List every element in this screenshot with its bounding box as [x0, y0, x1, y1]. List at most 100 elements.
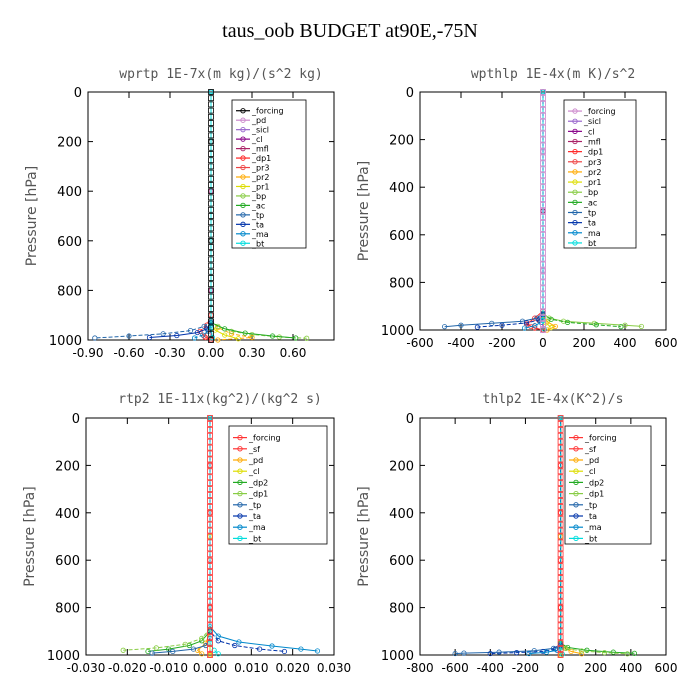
- data-point: [269, 643, 275, 649]
- legend-marker: [572, 219, 578, 226]
- legend-label: _pd: [251, 116, 266, 125]
- data-point: [207, 450, 213, 457]
- x-tick-label: 400: [619, 661, 642, 675]
- series-line: [147, 418, 211, 652]
- data-point: [557, 586, 564, 593]
- y-tick-label: 400: [57, 185, 82, 200]
- legend-label: _bt: [584, 534, 597, 543]
- legend-label: _sicl: [251, 126, 269, 135]
- data-point: [207, 527, 213, 534]
- data-point: [540, 327, 546, 333]
- data-point: [540, 297, 546, 304]
- data-point: [208, 126, 214, 133]
- data-point: [523, 320, 530, 326]
- legend-label: _ta: [248, 512, 261, 521]
- data-point: [208, 256, 214, 263]
- legend-marker: [573, 490, 579, 497]
- legend-marker: [240, 240, 246, 246]
- data-point: [281, 648, 287, 655]
- data-point: [499, 322, 505, 328]
- y-tick-label: 400: [55, 507, 80, 522]
- legend-marker: [572, 138, 578, 145]
- data-point: [208, 182, 214, 188]
- series-line: [444, 92, 544, 328]
- legend-marker: [573, 524, 579, 530]
- data-point: [557, 474, 564, 481]
- y-tick-label: 1000: [381, 649, 414, 664]
- data-point: [554, 647, 560, 653]
- data-point: [208, 324, 214, 331]
- legend-label: _tp: [584, 501, 597, 510]
- data-point: [126, 333, 132, 339]
- data-point: [207, 415, 213, 421]
- data-point: [557, 421, 564, 427]
- legend-label: _pr3: [251, 164, 269, 173]
- data-point: [540, 202, 546, 208]
- y-tick-label: 0: [74, 86, 82, 101]
- x-tick-label: 0.020: [275, 661, 309, 675]
- legend-label: _pr2: [583, 168, 601, 177]
- x-tick-label: 0.010: [234, 661, 268, 675]
- legend-marker: [237, 513, 243, 519]
- legend-label: _forcing: [583, 107, 616, 116]
- legend-marker: [237, 468, 243, 474]
- data-point: [149, 650, 155, 656]
- legend-marker: [572, 230, 578, 236]
- data-point: [557, 498, 564, 504]
- data-point: [540, 118, 546, 125]
- data-point: [228, 328, 235, 334]
- legend-marker: [573, 434, 579, 441]
- x-tick-label: -600: [442, 661, 469, 675]
- data-point: [540, 237, 546, 244]
- legend-marker: [573, 513, 579, 519]
- x-tick-label: 400: [614, 336, 637, 350]
- chart-title: thlp2 1E-4x(K^2)/s: [483, 392, 624, 407]
- data-point: [548, 316, 554, 322]
- data-point: [540, 219, 546, 226]
- y-axis-label: Pressure [hPa]: [24, 166, 40, 266]
- x-tick-label: 0.00: [198, 346, 225, 360]
- data-point: [638, 323, 645, 330]
- series-line: [542, 92, 552, 328]
- legend-label: _dp1: [584, 490, 604, 499]
- data-point: [563, 645, 569, 651]
- data-point: [487, 650, 493, 657]
- data-point: [557, 462, 564, 469]
- data-point: [540, 136, 546, 143]
- data-point: [200, 332, 206, 338]
- legend-marker: [240, 202, 246, 209]
- x-tick-label: 600: [655, 336, 678, 350]
- x-tick-label: 0: [557, 661, 565, 675]
- data-point: [208, 250, 214, 257]
- legend-label: _tp: [583, 209, 596, 218]
- data-point: [474, 324, 480, 330]
- legend-marker: [237, 490, 243, 497]
- data-point: [207, 545, 213, 552]
- data-point: [207, 592, 213, 599]
- data-point: [557, 444, 564, 451]
- data-point: [557, 545, 564, 552]
- x-tick-label: 600: [655, 661, 678, 675]
- data-point: [146, 334, 153, 341]
- data-point: [208, 219, 214, 226]
- x-tick-label: -400: [477, 661, 504, 675]
- data-point: [557, 622, 564, 629]
- legend-label: _bt: [251, 239, 264, 248]
- legend-label: _ma: [251, 230, 269, 239]
- data-point: [199, 651, 205, 657]
- legend-marker: [573, 479, 579, 486]
- y-axis-label: Pressure [hPa]: [356, 161, 372, 261]
- plot-frame: [419, 417, 667, 656]
- data-point: [208, 281, 214, 288]
- legend-label: _sicl: [583, 117, 601, 126]
- data-point: [187, 327, 194, 334]
- legend-marker: [240, 221, 246, 227]
- data-point: [207, 634, 213, 641]
- data-point: [540, 273, 546, 280]
- data-point: [526, 650, 532, 657]
- legend-label: _forcing: [248, 434, 281, 443]
- legend-label: _pd: [248, 456, 263, 465]
- data-point: [540, 255, 546, 262]
- data-point: [557, 652, 564, 658]
- series-line: [542, 92, 621, 328]
